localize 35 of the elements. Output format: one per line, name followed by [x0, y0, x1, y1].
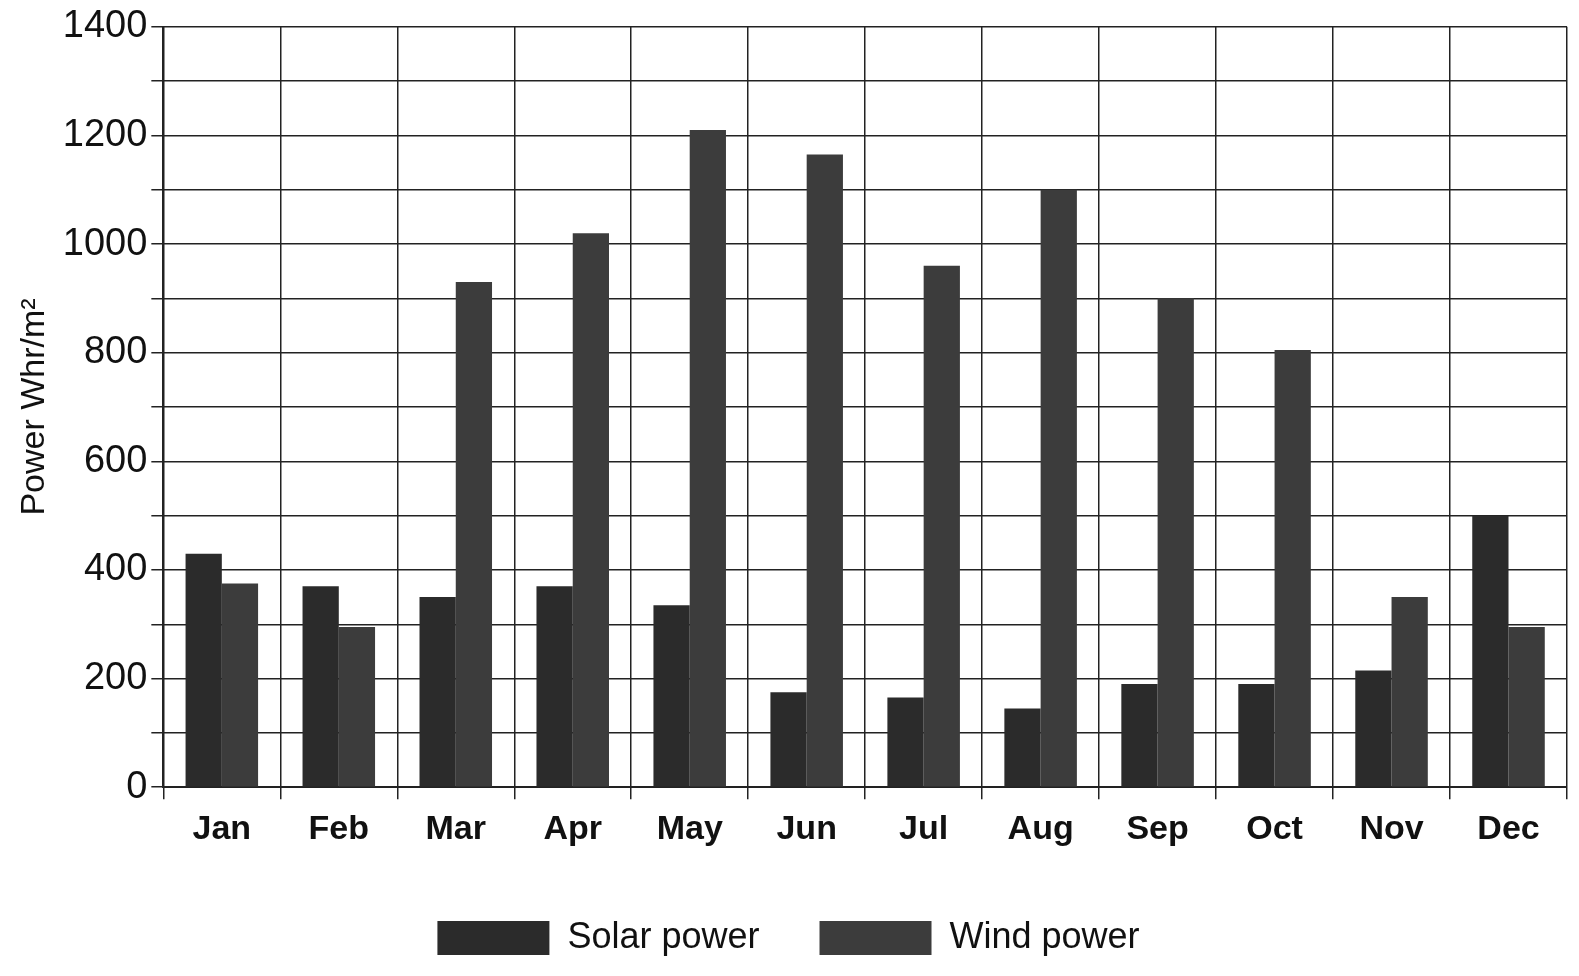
- x-tick-label: Feb: [308, 807, 370, 846]
- y-tick-label: 1400: [62, 3, 148, 46]
- bar: [1391, 597, 1428, 787]
- bar: [221, 583, 259, 787]
- y-tick-label: 1000: [62, 220, 148, 263]
- bar: [806, 154, 843, 787]
- x-tick-label: Aug: [1007, 807, 1074, 846]
- x-tick-label: Jun: [776, 807, 837, 846]
- bar: [923, 265, 960, 787]
- y-tick-label: 400: [83, 546, 148, 589]
- x-tick-label: Jan: [192, 807, 252, 846]
- bar: [1157, 298, 1194, 787]
- bar: [1040, 189, 1077, 787]
- x-tick-label: Dec: [1477, 807, 1540, 846]
- bar: [572, 233, 609, 787]
- legend-label: Solar power: [567, 914, 760, 956]
- bar: [1274, 349, 1311, 787]
- y-axis-title: Power Whr/m²: [12, 298, 51, 516]
- x-tick-label: Jul: [899, 807, 949, 846]
- bar: [455, 282, 493, 787]
- bar: [1508, 626, 1545, 787]
- y-tick-label: 800: [83, 329, 148, 372]
- y-tick-label: 1200: [62, 111, 148, 154]
- y-tick-label: 0: [126, 763, 148, 806]
- bar: [338, 626, 376, 787]
- x-tick-label: Oct: [1246, 807, 1303, 846]
- x-tick-label: Nov: [1359, 807, 1424, 846]
- x-tick-label: Mar: [425, 807, 486, 846]
- x-tick-label: Sep: [1126, 807, 1189, 846]
- y-tick-label: 600: [83, 437, 148, 480]
- x-tick-label: May: [656, 807, 723, 846]
- x-tick-label: Apr: [543, 807, 603, 846]
- bar: [689, 130, 726, 787]
- y-tick-label: 200: [83, 655, 148, 698]
- legend-label: Wind power: [949, 914, 1140, 956]
